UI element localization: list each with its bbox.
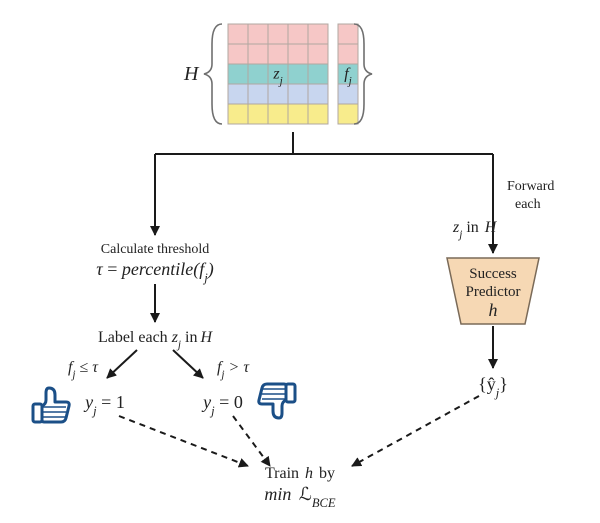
matrix-cell <box>288 44 308 64</box>
y0-label: yj = 0 <box>201 392 243 418</box>
matrix-cell <box>228 84 248 104</box>
forward-label-1: Forward <box>507 179 554 194</box>
forward-label-2: each <box>515 197 541 212</box>
train-label: Train h by <box>265 465 335 482</box>
matrix-cell <box>288 104 308 124</box>
left-brace-icon <box>204 24 222 124</box>
matrix-cell <box>338 104 358 124</box>
matrix-cell <box>268 104 288 124</box>
matrix-cell <box>308 84 328 104</box>
label-each-label: Label each zj inH <box>98 329 214 351</box>
matrix-cell <box>248 84 268 104</box>
matrix-cell <box>268 84 288 104</box>
matrix-cell <box>288 84 308 104</box>
matrix-cell <box>338 24 358 44</box>
calc-threshold-label: Calculate threshold <box>101 242 209 257</box>
matrix-cell <box>308 64 328 84</box>
arrow <box>107 350 137 378</box>
thumbs-down-icon <box>259 384 295 418</box>
forward-label-3: zj in H <box>452 219 498 241</box>
matrix-cell <box>288 64 308 84</box>
matrix-cell <box>308 104 328 124</box>
predictor-line2: Predictor <box>466 284 521 300</box>
matrix-cell <box>248 24 268 44</box>
min-bce-label: min ℒBCE <box>264 484 336 510</box>
H-label: H <box>183 63 200 85</box>
matrix-cell <box>248 64 268 84</box>
matrix-cell <box>288 24 308 44</box>
matrix-cell <box>268 24 288 44</box>
matrix-cell <box>308 24 328 44</box>
matrix-cell <box>228 104 248 124</box>
dashed-arrow <box>233 416 270 466</box>
cond-gt-label: fj > τ <box>217 359 250 381</box>
dashed-arrow <box>352 396 479 466</box>
matrix-cell <box>338 44 358 64</box>
matrix-cell <box>228 24 248 44</box>
matrix-cell <box>268 44 288 64</box>
matrix-cell <box>308 44 328 64</box>
matrix-cell <box>228 44 248 64</box>
yhat-label: {ŷj} <box>478 374 508 400</box>
predictor-line3: h <box>489 300 498 320</box>
matrix-cell <box>248 104 268 124</box>
dashed-arrow <box>119 416 248 466</box>
matrix-cell <box>228 64 248 84</box>
predictor-line1: Success <box>469 266 517 282</box>
tau-eq-label: τ = percentile(fj) <box>96 259 213 285</box>
thumbs-up-icon <box>33 388 69 422</box>
y1-label: yj = 1 <box>83 392 125 418</box>
matrix-cell <box>248 44 268 64</box>
arrow <box>173 350 203 378</box>
cond-le-label: fj ≤ τ <box>68 359 99 381</box>
